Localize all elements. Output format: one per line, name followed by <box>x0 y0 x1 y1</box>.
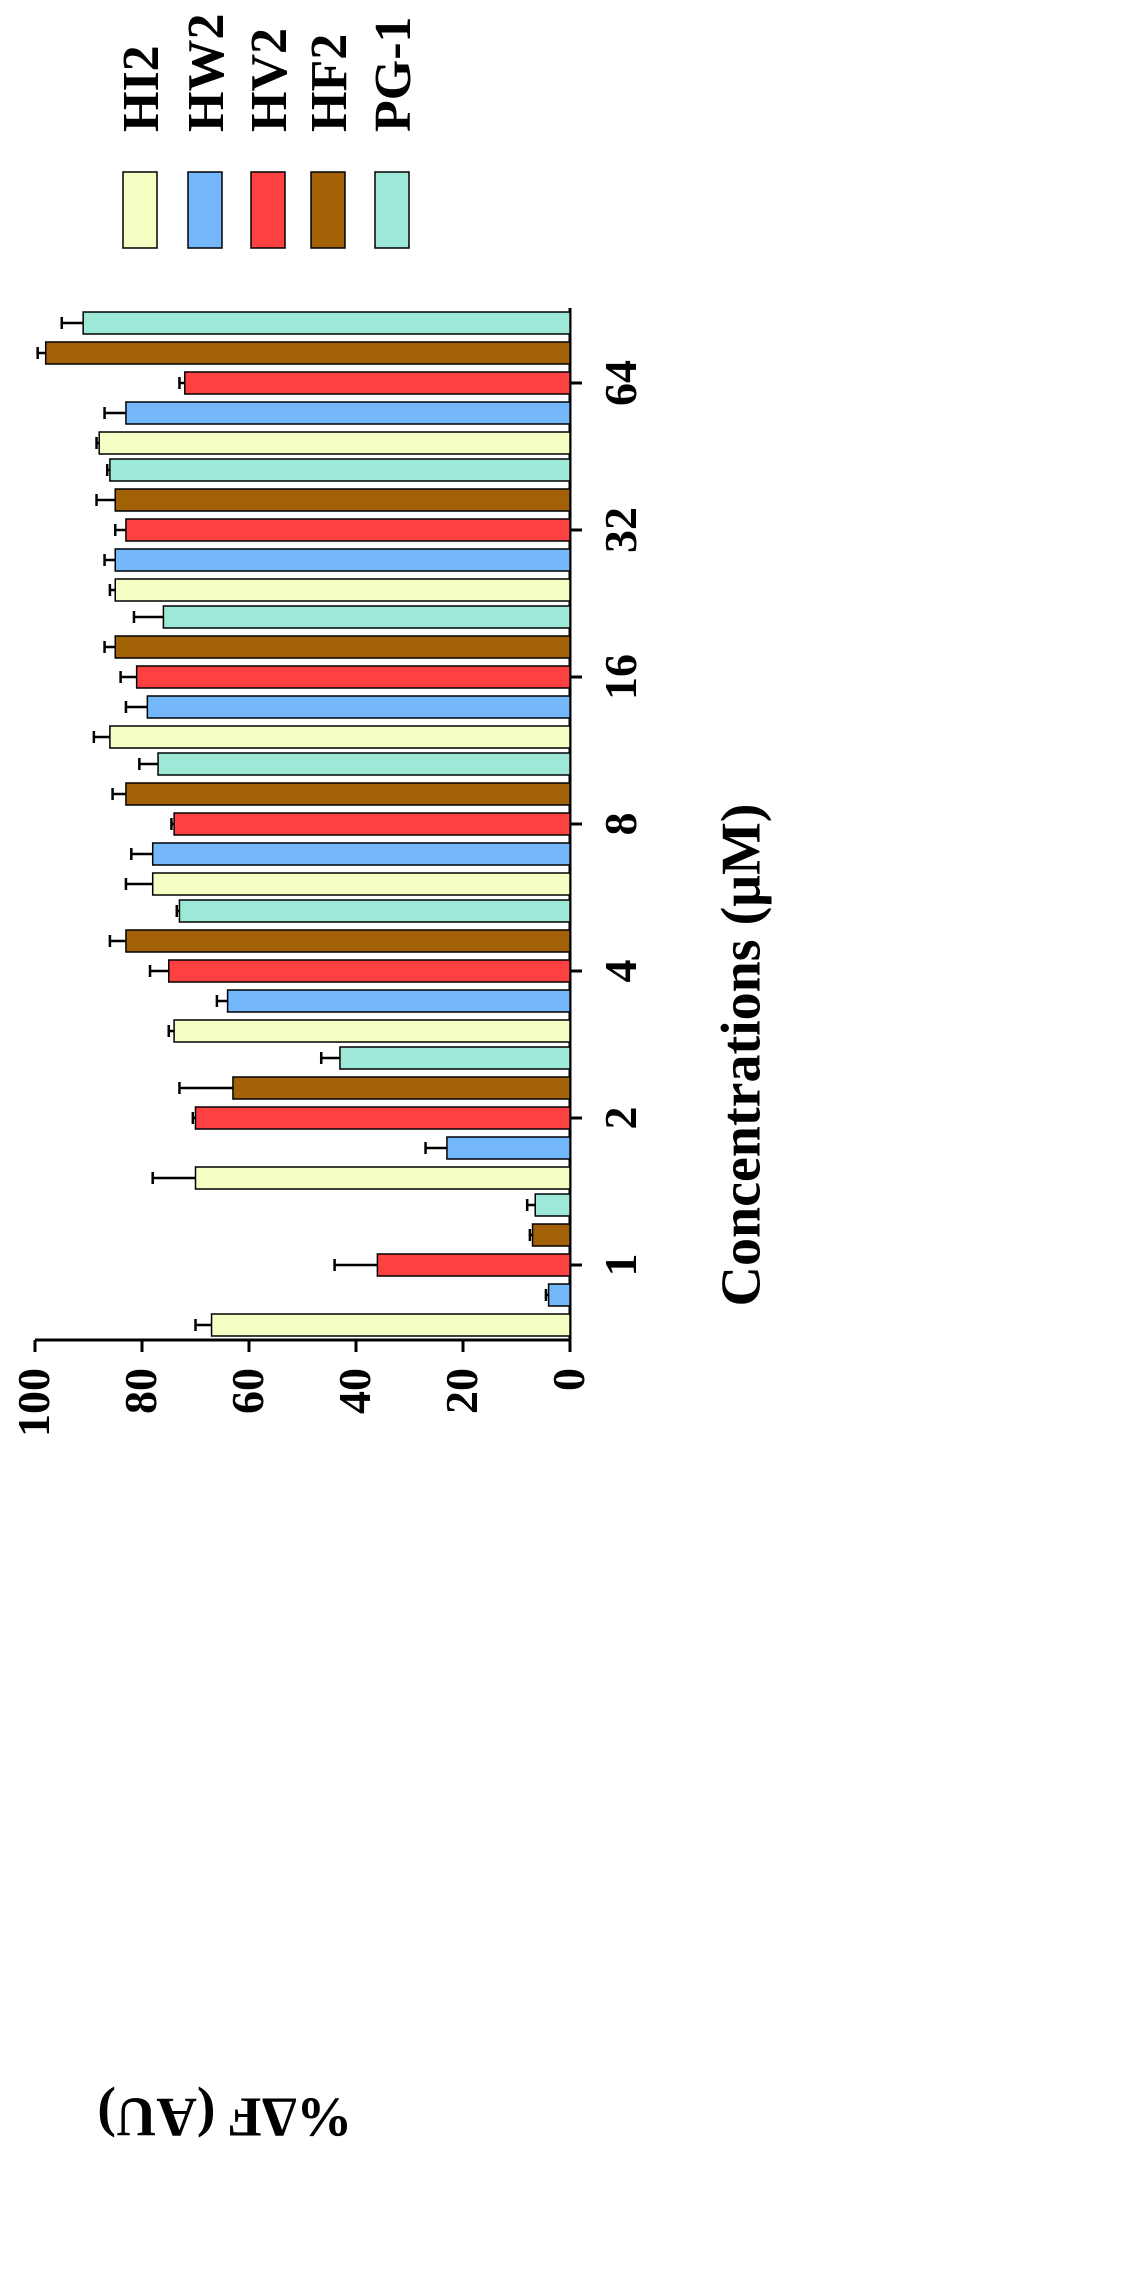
value-tick-label: 0 <box>543 1368 594 1391</box>
bar <box>157 752 571 776</box>
value-tick-label: 40 <box>329 1368 380 1414</box>
bar <box>531 1223 571 1247</box>
legend-swatch <box>310 171 346 249</box>
bar <box>226 989 571 1013</box>
bar <box>339 1046 571 1070</box>
bar <box>82 311 571 335</box>
bar <box>184 371 571 395</box>
bar <box>162 605 571 629</box>
bar <box>151 842 571 866</box>
legend-swatch <box>250 171 286 249</box>
legend-swatch <box>374 171 410 249</box>
value-tick-label: 80 <box>115 1368 166 1414</box>
bar <box>109 458 571 482</box>
value-tick-label: 60 <box>222 1368 273 1414</box>
bar <box>178 899 571 923</box>
value-axis-title: %ΔF (AU) <box>97 2085 352 2147</box>
bar <box>376 1253 571 1277</box>
bar <box>210 1313 571 1337</box>
bar <box>151 872 571 896</box>
bar <box>125 929 571 953</box>
bar <box>114 635 571 659</box>
bar <box>109 725 571 749</box>
category-axis-title: Concentrations (μM) <box>711 804 773 1307</box>
bar <box>114 488 571 512</box>
bar <box>114 578 571 602</box>
category-tick-label: 8 <box>595 813 646 836</box>
bar <box>446 1136 571 1160</box>
bar <box>194 1166 571 1190</box>
category-tick-label: 1 <box>595 1254 646 1277</box>
legend-label: HF2 <box>301 34 358 132</box>
bar <box>534 1193 571 1217</box>
legend-label: PG-1 <box>365 16 422 132</box>
bar <box>173 812 571 836</box>
category-tick-label: 2 <box>595 1107 646 1130</box>
value-tick-label: 100 <box>8 1368 59 1437</box>
legend-swatch <box>187 171 223 249</box>
bar <box>125 782 571 806</box>
category-tick-label: 16 <box>595 654 646 700</box>
bar <box>98 431 571 455</box>
bar <box>232 1076 571 1100</box>
category-tick-label: 64 <box>595 360 646 406</box>
legend-label: HI2 <box>113 45 170 132</box>
bar <box>173 1019 571 1043</box>
bar <box>194 1106 571 1130</box>
bar <box>125 518 571 542</box>
category-tick-label: 32 <box>595 507 646 553</box>
value-tick-label: 20 <box>436 1368 487 1414</box>
bar <box>146 695 571 719</box>
bar <box>125 401 571 425</box>
bar <box>135 665 571 689</box>
category-tick-label: 4 <box>595 960 646 983</box>
legend-swatch <box>122 171 158 249</box>
legend-label: HV2 <box>241 28 298 132</box>
bar <box>44 341 571 365</box>
bar <box>547 1283 571 1307</box>
legend-label: HW2 <box>178 14 235 132</box>
bar <box>168 959 571 983</box>
bar <box>114 548 571 572</box>
